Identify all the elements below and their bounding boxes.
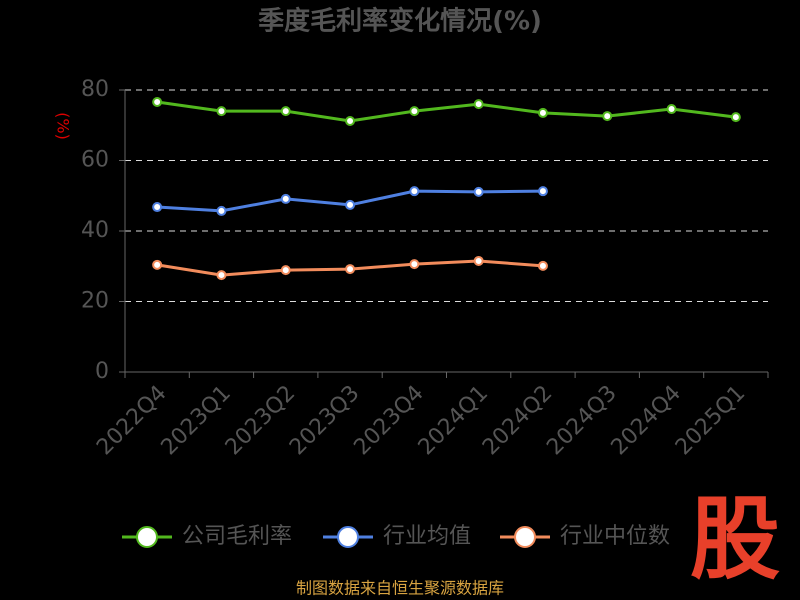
data-point: [473, 255, 484, 266]
data-point: [409, 259, 420, 270]
chart-title: 季度毛利率变化情况(%): [258, 6, 542, 37]
series-line: [156, 100, 737, 123]
legend-label: 行业中位数: [560, 524, 670, 549]
data-point: [537, 260, 548, 271]
data-point: [345, 264, 356, 275]
data-point: [473, 99, 484, 110]
data-point: [345, 199, 356, 210]
legend-label: 行业均值: [383, 524, 471, 549]
data-point: [216, 270, 227, 281]
data-point: [216, 106, 227, 117]
y-axis-label: (%): [54, 112, 73, 140]
data-point: [280, 265, 291, 276]
data-point: [152, 259, 163, 270]
data-point: [473, 186, 484, 197]
data-point: [345, 116, 356, 127]
y-tick-label: 20: [81, 289, 109, 314]
data-point: [216, 205, 227, 216]
watermark: 股: [690, 487, 780, 592]
y-tick-label: 0: [95, 359, 109, 384]
data-point: [409, 186, 420, 197]
source-note: 制图数据来自恒生聚源数据库: [296, 579, 504, 598]
y-tick-label: 40: [81, 218, 109, 243]
data-point: [730, 112, 741, 123]
data-point: [666, 104, 677, 115]
data-point: [537, 186, 548, 197]
legend-marker: [337, 526, 359, 548]
legend-label: 公司毛利率: [182, 524, 292, 549]
y-tick-label: 60: [81, 148, 109, 173]
data-point: [280, 193, 291, 204]
legend-marker: [514, 526, 536, 548]
legend-marker: [136, 526, 158, 548]
data-point: [152, 96, 163, 107]
data-point: [537, 107, 548, 118]
data-point: [280, 106, 291, 117]
data-point: [152, 202, 163, 213]
y-tick-label: 80: [81, 77, 109, 102]
data-point: [409, 106, 420, 117]
data-point: [602, 111, 613, 122]
